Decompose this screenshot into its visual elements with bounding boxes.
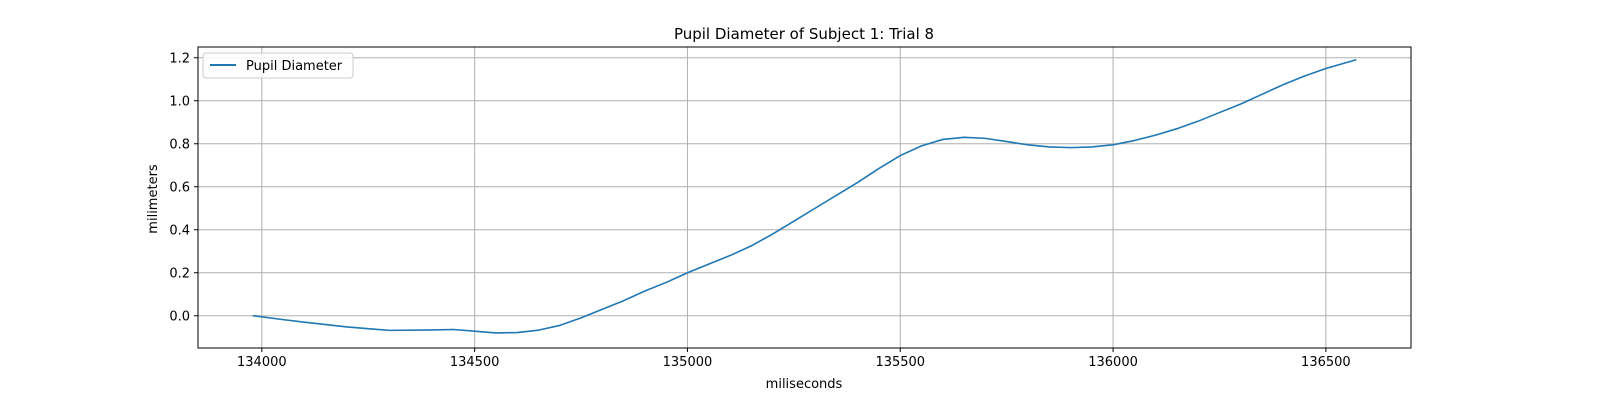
grid: [198, 47, 1411, 348]
y-tick-label: 0.2: [169, 266, 190, 281]
legend-box: [202, 52, 354, 79]
x-axis-ticks: 134000 134500 135000 135500 136000 136500: [237, 348, 1351, 370]
y-axis-ticks: 0.0 0.2 0.4 0.6 0.8 1.0 1.2: [169, 51, 198, 324]
x-tick-label: 134500: [450, 355, 500, 370]
legend: Pupil Diameter: [202, 52, 354, 79]
x-tick-label: 135500: [875, 355, 925, 370]
y-tick-label: 0.6: [169, 180, 190, 195]
x-tick-label: 134000: [237, 355, 287, 370]
x-axis-label: miliseconds: [766, 377, 843, 392]
y-axis-label: milimeters: [146, 164, 161, 234]
chart-title: Pupil Diameter of Subject 1: Trial 8: [674, 25, 934, 43]
x-tick-label: 135000: [663, 355, 713, 370]
plot-area: [197, 46, 1412, 349]
y-tick-label: 0.8: [169, 137, 190, 152]
series-layer: [252, 59, 1357, 334]
x-tick-label: 136000: [1088, 355, 1138, 370]
series-line-pupil-diameter: [252, 59, 1357, 334]
legend-label: Pupil Diameter: [246, 59, 343, 74]
y-tick-label: 0.4: [169, 223, 190, 238]
y-tick-label: 1.0: [169, 94, 190, 109]
y-tick-label: 1.2: [169, 51, 190, 66]
x-tick-label: 136500: [1301, 355, 1351, 370]
y-tick-label: 0.0: [169, 309, 190, 324]
